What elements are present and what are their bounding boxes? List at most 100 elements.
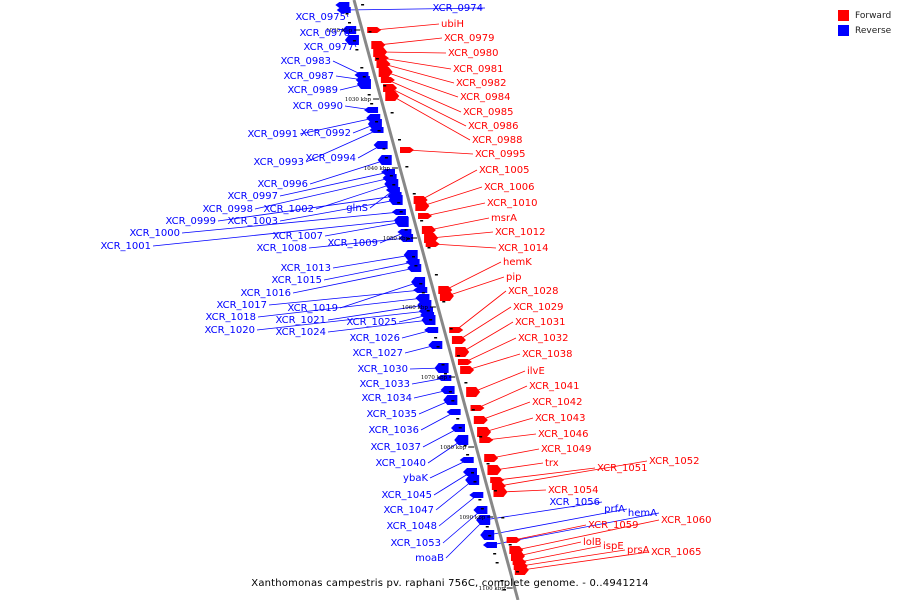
gene-feature[interactable] — [484, 454, 499, 462]
gene-feature[interactable] — [446, 409, 461, 415]
gene-feature[interactable] — [487, 465, 502, 475]
reverse-gene-label[interactable]: XCR_1025 — [346, 317, 397, 328]
gene-feature[interactable] — [403, 250, 418, 260]
gene-feature[interactable] — [356, 79, 371, 89]
forward-gene-label[interactable]: XCR_1038 — [522, 349, 573, 360]
reverse-gene-label[interactable]: XCR_1003 — [227, 216, 278, 227]
forward-gene-label[interactable]: XCR_1060 — [661, 515, 712, 526]
gene-feature[interactable] — [421, 226, 436, 234]
gene-feature[interactable] — [415, 201, 430, 211]
reverse-gene-label[interactable]: XCR_0974 — [432, 3, 483, 14]
forward-gene-label[interactable]: XCR_1032 — [518, 333, 569, 344]
reverse-gene-label[interactable]: XCR_1048 — [386, 521, 437, 532]
gene-feature[interactable] — [397, 229, 412, 235]
reverse-gene-label[interactable]: XCR_1015 — [271, 275, 322, 286]
gene-feature[interactable] — [459, 457, 474, 463]
reverse-gene-label[interactable]: XCR_1009 — [327, 238, 378, 249]
gene-feature[interactable] — [454, 435, 469, 445]
forward-gene-label[interactable]: XCR_1054 — [548, 485, 599, 496]
forward-gene-label[interactable]: XCR_0988 — [472, 135, 523, 146]
gene-feature[interactable] — [421, 315, 436, 325]
gene-feature[interactable] — [493, 487, 508, 497]
gene-feature[interactable] — [335, 2, 350, 8]
gene-feature[interactable] — [440, 386, 455, 394]
forward-gene-label[interactable]: XCR_1046 — [538, 429, 589, 440]
forward-gene-label[interactable]: XCR_1042 — [532, 397, 583, 408]
gene-feature[interactable] — [400, 147, 414, 153]
gene-feature[interactable] — [473, 416, 488, 424]
reverse-gene-label[interactable]: XCR_1037 — [370, 442, 421, 453]
gene-feature[interactable] — [510, 551, 525, 561]
forward-gene-label[interactable]: XCR_1052 — [649, 456, 700, 467]
reverse-gene-label[interactable]: XCR_0987 — [283, 71, 334, 82]
gene-feature[interactable] — [463, 468, 478, 476]
forward-gene-label[interactable]: hemK — [503, 257, 532, 268]
gene-feature[interactable] — [449, 327, 464, 333]
reverse-gene-label[interactable]: XCR_1008 — [256, 243, 307, 254]
forward-gene-label[interactable]: ilvE — [527, 366, 545, 377]
reverse-gene-label[interactable]: XCR_1030 — [357, 364, 408, 375]
reverse-gene-label[interactable]: moaB — [415, 553, 444, 564]
gene-feature[interactable] — [342, 26, 357, 34]
forward-gene-label[interactable]: XCR_0995 — [475, 149, 526, 160]
gene-feature[interactable] — [424, 327, 439, 333]
forward-gene-label[interactable]: XCR_0980 — [448, 48, 499, 59]
gene-feature[interactable] — [443, 395, 458, 405]
gene-feature[interactable] — [425, 241, 440, 247]
reverse-gene-label[interactable]: XCR_0983 — [280, 56, 331, 67]
reverse-gene-label[interactable]: XCR_1034 — [361, 393, 412, 404]
reverse-gene-label[interactable]: XCR_0976 — [299, 28, 350, 39]
forward-gene-label[interactable]: XCR_1014 — [498, 243, 549, 254]
gene-feature[interactable] — [490, 477, 505, 483]
reverse-gene-label[interactable]: XCR_0999 — [165, 216, 216, 227]
reverse-gene-label[interactable]: ybaK — [403, 473, 428, 484]
gene-feature[interactable] — [381, 169, 396, 175]
reverse-gene-label[interactable]: XCR_1013 — [280, 263, 331, 274]
gene-feature[interactable] — [419, 307, 434, 315]
gene-feature[interactable] — [383, 84, 398, 92]
gene-feature[interactable] — [411, 277, 426, 287]
gene-feature[interactable] — [373, 141, 388, 149]
gene-feature[interactable] — [450, 424, 465, 432]
forward-gene-label[interactable]: XCR_1043 — [535, 413, 586, 424]
forward-gene-label[interactable]: XCR_0986 — [468, 121, 519, 132]
gene-feature[interactable] — [391, 209, 406, 215]
reverse-gene-label[interactable]: XCR_1020 — [204, 325, 255, 336]
gene-feature[interactable] — [373, 47, 388, 57]
gene-feature[interactable] — [428, 341, 443, 349]
forward-gene-label[interactable]: pip — [506, 272, 521, 283]
reverse-gene-label[interactable]: XCR_1040 — [375, 458, 426, 469]
reverse-gene-label[interactable]: XCR_0975 — [295, 12, 346, 23]
reverse-gene-label[interactable]: XCR_1002 — [263, 204, 314, 215]
gene-feature[interactable] — [380, 77, 395, 83]
forward-gene-label[interactable]: XCR_1029 — [513, 302, 564, 313]
gene-feature[interactable] — [465, 475, 480, 485]
gene-feature[interactable] — [479, 437, 494, 443]
reverse-gene-label[interactable]: XCR_1001 — [100, 241, 151, 252]
gene-feature[interactable] — [451, 336, 466, 344]
reverse-gene-label[interactable]: XCR_1018 — [205, 312, 256, 323]
gene-feature[interactable] — [439, 291, 454, 301]
gene-feature[interactable] — [405, 259, 420, 265]
reverse-gene-label[interactable]: XCR_0989 — [287, 85, 338, 96]
gene-feature[interactable] — [482, 542, 497, 548]
gene-feature[interactable] — [434, 363, 449, 373]
reverse-gene-label[interactable]: XCR_1026 — [349, 333, 400, 344]
gene-feature[interactable] — [473, 506, 488, 514]
reverse-gene-label[interactable]: prfA — [604, 504, 625, 515]
reverse-gene-label[interactable]: XCR_1000 — [129, 228, 180, 239]
forward-gene-label[interactable]: XCR_0984 — [460, 92, 511, 103]
forward-gene-label[interactable]: XCR_1049 — [541, 444, 592, 455]
gene-feature[interactable] — [455, 347, 470, 357]
forward-gene-label[interactable]: XCR_1006 — [484, 182, 535, 193]
reverse-gene-label[interactable]: XCR_1016 — [240, 288, 291, 299]
reverse-gene-label[interactable]: XCR_1035 — [366, 409, 417, 420]
forward-gene-label[interactable]: XCR_0982 — [456, 78, 507, 89]
reverse-gene-label[interactable]: glnS — [346, 203, 368, 214]
reverse-gene-label[interactable]: XCR_1033 — [359, 379, 410, 390]
forward-gene-label[interactable]: XCR_0985 — [463, 107, 514, 118]
gene-feature[interactable] — [385, 187, 400, 193]
gene-feature[interactable] — [437, 375, 452, 381]
reverse-gene-label[interactable]: XCR_1021 — [275, 315, 326, 326]
gene-feature[interactable] — [376, 60, 391, 68]
